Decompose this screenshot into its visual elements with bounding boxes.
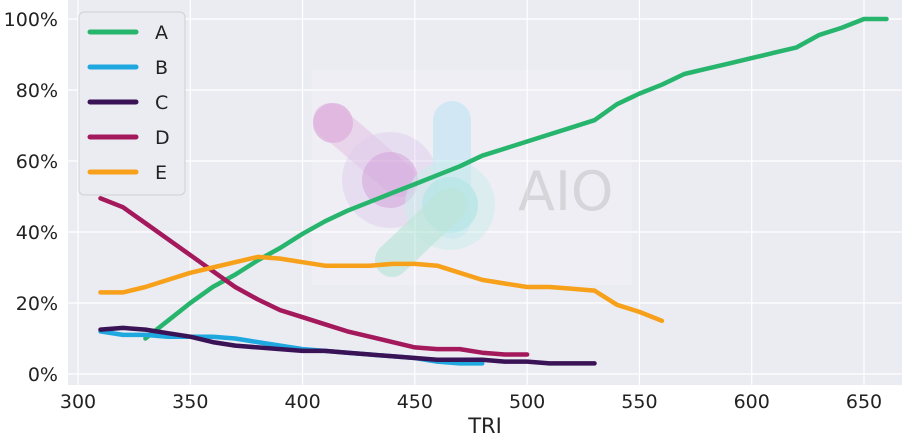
series-line-c <box>98 325 597 366</box>
series-line-e <box>98 254 665 324</box>
legend-label-d: D <box>155 127 170 149</box>
y-tick-label: 80% <box>16 80 58 102</box>
grid-lines <box>68 0 902 385</box>
x-tick-label: 450 <box>397 391 433 413</box>
series-line-d <box>98 196 530 357</box>
tick-labels: 300 350 400 450 500 550 600 650 0% 20% 40% 60% 80% 10… <box>4 9 882 413</box>
x-tick-label: 350 <box>172 391 208 413</box>
legend-label-e: E <box>155 162 167 184</box>
x-axis-label: TRI <box>467 414 502 434</box>
y-tick-label: 20% <box>16 293 58 315</box>
x-tick-label: 650 <box>846 391 882 413</box>
x-tick-label: 600 <box>734 391 770 413</box>
y-tick-label: 60% <box>16 151 58 173</box>
y-tick-label: 40% <box>16 222 58 244</box>
series-line-a <box>143 16 889 341</box>
y-tick-label: 0% <box>28 364 58 386</box>
legend-label-b: B <box>155 57 168 79</box>
y-tick-label: 100% <box>4 9 58 31</box>
x-tick-label: 300 <box>60 391 96 413</box>
series-layer <box>98 16 889 366</box>
x-tick-label: 400 <box>284 391 320 413</box>
x-tick-label: 500 <box>509 391 545 413</box>
legend-label-a: A <box>155 22 168 44</box>
x-tick-label: 550 <box>621 391 657 413</box>
legend-label-c: C <box>155 92 168 114</box>
plot-background <box>68 0 902 385</box>
watermark: AIO <box>312 70 632 285</box>
watermark-text: AIO <box>518 160 613 223</box>
